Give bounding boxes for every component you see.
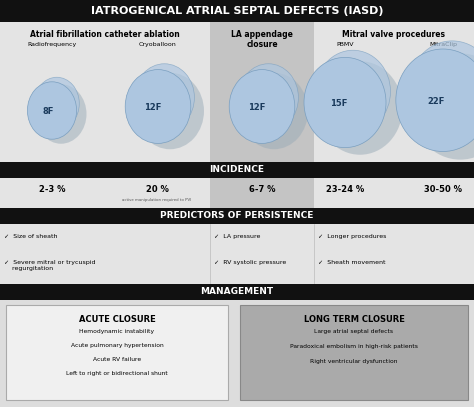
Text: PBMV: PBMV xyxy=(336,42,354,47)
Text: ✓  RV systolic pressure: ✓ RV systolic pressure xyxy=(214,260,286,265)
Text: 23-24 %: 23-24 % xyxy=(326,185,364,194)
Text: Cryoballoon: Cryoballoon xyxy=(139,42,177,47)
Ellipse shape xyxy=(27,82,77,139)
Text: ACUTE CLOSURE: ACUTE CLOSURE xyxy=(79,315,155,324)
Text: MitraClip: MitraClip xyxy=(429,42,457,47)
Bar xyxy=(0,0,474,22)
Bar xyxy=(0,178,210,208)
Bar xyxy=(210,178,314,208)
Ellipse shape xyxy=(229,70,295,143)
Text: INCIDENCE: INCIDENCE xyxy=(210,166,264,175)
Bar xyxy=(0,22,210,162)
Text: Left to right or bidirectional shunt: Left to right or bidirectional shunt xyxy=(66,371,168,376)
Text: ✓  LA pressure: ✓ LA pressure xyxy=(214,234,260,239)
Text: 12F: 12F xyxy=(145,103,162,112)
Text: Acute pulmonary hypertension: Acute pulmonary hypertension xyxy=(71,343,164,348)
Text: Hemodynamic instability: Hemodynamic instability xyxy=(80,329,155,334)
Bar xyxy=(0,224,474,284)
Bar xyxy=(314,22,474,162)
Text: 20 %: 20 % xyxy=(146,185,168,194)
Text: Acute RV failure: Acute RV failure xyxy=(93,357,141,362)
Text: LA appendage
closure: LA appendage closure xyxy=(231,30,293,49)
Text: ✓  Longer procedures: ✓ Longer procedures xyxy=(318,234,386,239)
Text: Mitral valve procedures: Mitral valve procedures xyxy=(343,30,446,39)
Text: Paradoxical embolism in high-risk patients: Paradoxical embolism in high-risk patien… xyxy=(290,344,418,349)
Bar xyxy=(0,162,474,178)
Text: 22F: 22F xyxy=(428,97,445,106)
Ellipse shape xyxy=(318,61,402,155)
Text: Large atrial septal defects: Large atrial septal defects xyxy=(315,329,393,334)
Text: ✓  Sheath movement: ✓ Sheath movement xyxy=(318,260,385,265)
Ellipse shape xyxy=(125,70,191,143)
Ellipse shape xyxy=(316,50,391,133)
Ellipse shape xyxy=(136,73,204,149)
Bar xyxy=(210,22,314,162)
Text: ✓  Severe mitral or trycuspid
    regurgitation: ✓ Severe mitral or trycuspid regurgitati… xyxy=(4,260,95,271)
Text: 2-3 %: 2-3 % xyxy=(39,185,65,194)
Text: MANAGEMENT: MANAGEMENT xyxy=(201,287,273,297)
Text: 6-7 %: 6-7 % xyxy=(249,185,275,194)
Text: LONG TERM CLOSURE: LONG TERM CLOSURE xyxy=(303,315,404,324)
Ellipse shape xyxy=(304,57,386,148)
Ellipse shape xyxy=(396,49,474,151)
Ellipse shape xyxy=(238,64,299,131)
Text: 12F: 12F xyxy=(248,103,266,112)
Text: 8F: 8F xyxy=(43,107,54,116)
Bar xyxy=(0,284,474,300)
Text: ✓  Size of sheath: ✓ Size of sheath xyxy=(4,234,57,239)
Text: active manipulation required to PVI: active manipulation required to PVI xyxy=(122,199,191,203)
Text: Atrial fibrillation catheter ablation: Atrial fibrillation catheter ablation xyxy=(30,30,180,39)
Bar xyxy=(0,208,474,224)
Text: Radiofrequency: Radiofrequency xyxy=(27,42,77,47)
Ellipse shape xyxy=(135,64,194,131)
Ellipse shape xyxy=(409,41,474,135)
Bar xyxy=(6,305,228,400)
Bar xyxy=(240,305,468,400)
Ellipse shape xyxy=(411,53,474,160)
Ellipse shape xyxy=(240,73,308,149)
Text: IATROGENICAL ATRIAL SEPTAL DEFECTS (IASD): IATROGENICAL ATRIAL SEPTAL DEFECTS (IASD… xyxy=(91,6,383,16)
Ellipse shape xyxy=(34,77,79,130)
Text: 30-50 %: 30-50 % xyxy=(424,185,462,194)
Ellipse shape xyxy=(36,84,86,144)
Text: PREDICTORS OF PERSISTENCE: PREDICTORS OF PERSISTENCE xyxy=(160,212,314,221)
Bar xyxy=(0,300,474,405)
Bar xyxy=(314,178,474,208)
Text: Right ventricular dysfunction: Right ventricular dysfunction xyxy=(310,359,398,364)
Text: 15F: 15F xyxy=(330,99,348,108)
